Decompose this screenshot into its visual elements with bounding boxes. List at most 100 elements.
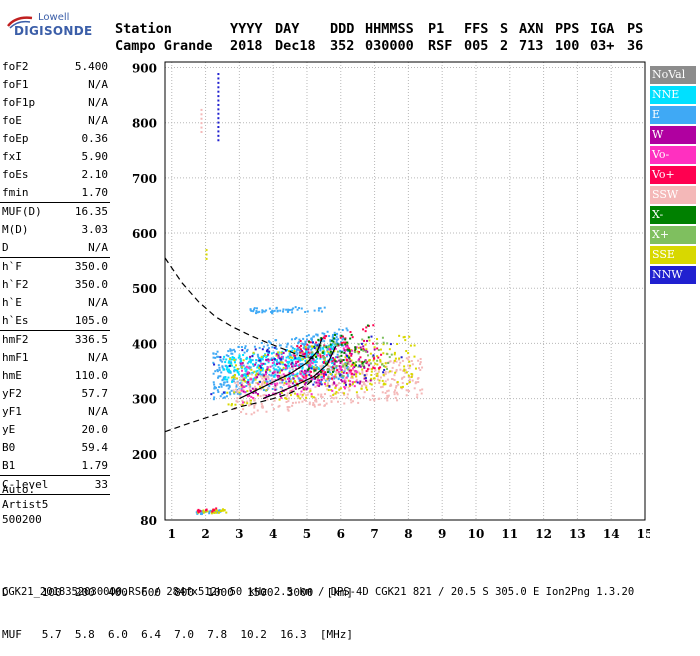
echo-point <box>269 379 272 382</box>
echo-point <box>286 392 289 395</box>
echo-point <box>221 365 224 368</box>
echo-point <box>344 356 347 359</box>
echo-point <box>326 371 329 374</box>
echo-point <box>217 376 220 379</box>
echo-point <box>254 385 257 388</box>
echo-point <box>235 400 238 403</box>
echo-point <box>250 309 253 312</box>
echo-point <box>314 396 317 399</box>
echo-point <box>407 374 410 377</box>
param-name: MUF(D) <box>2 205 42 218</box>
val-ddd: 352 <box>330 38 355 54</box>
echo-point <box>278 344 281 347</box>
echo-point <box>363 366 366 369</box>
echo-point <box>296 353 299 356</box>
echo-point <box>353 363 356 366</box>
echo-point <box>200 122 203 125</box>
echo-point <box>219 356 222 359</box>
echo-point <box>335 344 338 347</box>
echo-point <box>262 362 265 365</box>
echo-point <box>284 349 287 352</box>
echo-point <box>240 411 243 414</box>
echo-point <box>227 365 230 368</box>
echo-point <box>213 396 216 399</box>
echo-point <box>274 379 277 382</box>
echo-point <box>405 350 408 353</box>
echo-point <box>218 366 221 369</box>
echo-point <box>292 377 295 380</box>
echo-point <box>225 511 228 514</box>
echo-point <box>317 384 320 387</box>
echo-point <box>234 403 237 406</box>
echo-point <box>261 381 264 384</box>
echo-point <box>339 362 342 365</box>
param-name: M(D) <box>2 223 29 236</box>
echo-point <box>338 365 341 368</box>
echo-point <box>390 353 393 356</box>
echo-point <box>231 358 234 361</box>
echo-point <box>268 369 271 372</box>
echo-point <box>355 375 358 378</box>
echo-point <box>320 372 323 375</box>
echo-point <box>249 366 252 369</box>
echo-point <box>267 361 270 364</box>
echo-point <box>219 359 222 362</box>
echo-point <box>236 400 239 403</box>
echo-point <box>353 385 356 388</box>
echo-point <box>330 357 333 360</box>
echo-point <box>335 372 338 375</box>
echo-point <box>281 381 284 384</box>
echo-point <box>287 355 290 358</box>
echo-point <box>325 355 328 358</box>
echo-point <box>322 357 325 360</box>
echo-point <box>398 364 401 367</box>
echo-point <box>273 382 276 385</box>
echo-point <box>301 350 304 353</box>
echo-point <box>314 344 317 347</box>
echo-point <box>290 345 293 348</box>
echo-point <box>367 324 370 327</box>
echo-point <box>259 375 262 378</box>
echo-point <box>333 365 336 368</box>
echo-point <box>318 346 321 349</box>
echo-point <box>324 379 327 382</box>
echo-point <box>267 377 270 380</box>
echo-point <box>254 374 257 377</box>
echo-point <box>342 347 345 350</box>
echo-point <box>396 399 399 402</box>
echo-point <box>297 342 300 345</box>
echo-point <box>331 360 334 363</box>
echo-point <box>309 364 312 367</box>
echo-point <box>258 310 261 313</box>
echo-point <box>302 388 305 391</box>
echo-point <box>304 372 307 375</box>
echo-point <box>218 386 221 389</box>
direction-legend: NoVal NNE E W Vo- Vo+ SSW X- X+ SSE NNW <box>650 66 696 286</box>
echo-point <box>404 339 407 342</box>
echo-point <box>325 335 328 338</box>
param-value: N/A <box>88 296 108 309</box>
echo-point <box>279 382 282 385</box>
param-name: B0 <box>2 441 16 454</box>
val-pps: 100 <box>555 38 580 54</box>
echo-point <box>251 363 254 366</box>
echo-point <box>305 347 308 350</box>
echo-point <box>339 343 342 346</box>
echo-point <box>345 349 348 352</box>
param-value: 59.4 <box>81 441 109 454</box>
echo-point <box>216 350 219 353</box>
legend-item-x: X- <box>650 206 696 224</box>
echo-point <box>373 382 376 385</box>
echo-point <box>316 357 319 360</box>
x-tick-label: 10 <box>468 527 485 541</box>
echo-point <box>355 380 358 383</box>
echo-point <box>316 376 319 379</box>
echo-point <box>231 352 234 355</box>
echo-point <box>263 374 266 377</box>
echo-point <box>222 368 225 371</box>
echo-point <box>241 403 244 406</box>
profile-dashed-line <box>164 257 314 360</box>
plot-frame <box>164 61 646 521</box>
echo-point <box>265 389 268 392</box>
echo-point <box>250 373 253 376</box>
